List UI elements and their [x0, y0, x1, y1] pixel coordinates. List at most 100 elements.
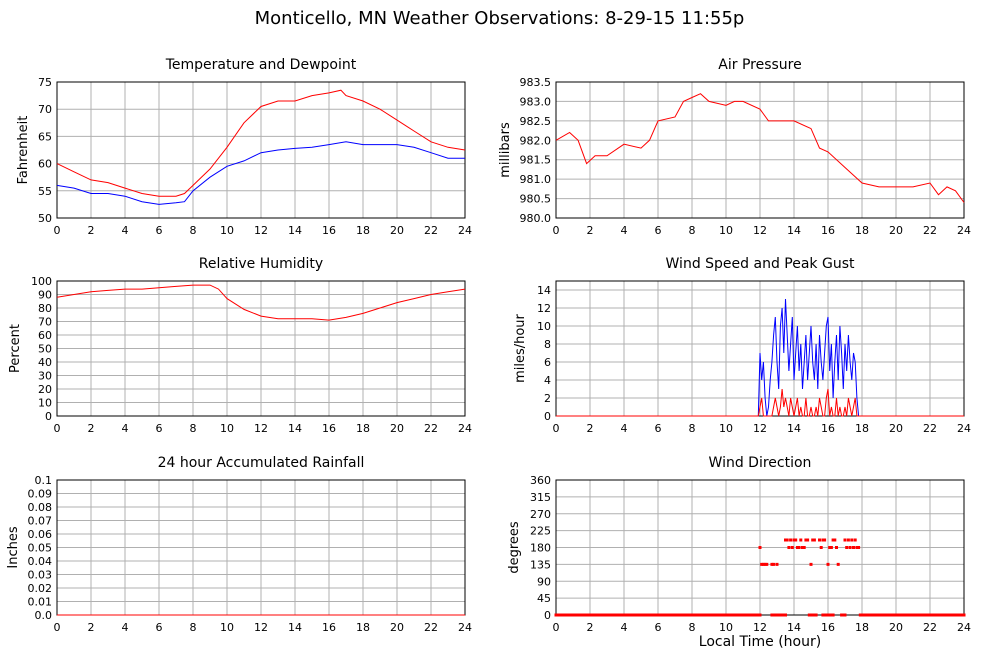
x-tick-label: 12	[254, 422, 268, 435]
x-tick-label: 22	[424, 224, 438, 237]
data-point	[809, 562, 813, 566]
x-tick-label: 2	[88, 621, 95, 634]
x-tick-label: 24	[957, 224, 971, 237]
data-point	[699, 613, 702, 617]
data-point	[743, 613, 747, 617]
x-tick-label: 24	[957, 621, 971, 634]
data-point	[678, 613, 682, 617]
data-point	[716, 613, 719, 617]
y-tick-label: 10	[38, 397, 52, 410]
x-tick-label: 20	[390, 621, 404, 634]
data-point	[831, 538, 835, 542]
data-point	[573, 613, 577, 617]
data-point	[659, 613, 663, 617]
data-point	[755, 613, 759, 617]
y-tick-label: 0.05	[28, 542, 53, 555]
data-point	[836, 562, 840, 566]
data-point	[872, 613, 876, 617]
data-point	[593, 613, 597, 617]
data-point	[631, 613, 634, 617]
data-point	[591, 613, 595, 617]
y-tick-label: 0.09	[28, 488, 53, 501]
chart-title: Temperature and Dewpoint	[165, 57, 357, 73]
data-point	[784, 538, 787, 542]
data-point	[778, 613, 782, 617]
data-point	[641, 613, 645, 617]
data-point	[627, 613, 631, 617]
x-tick-label: 0	[54, 621, 61, 634]
y-tick-label: 50	[38, 343, 52, 356]
data-point	[692, 613, 696, 617]
y-tick-label: 70	[38, 103, 52, 116]
y-tick-label: 30	[38, 370, 52, 383]
data-point	[704, 613, 708, 617]
page-title: Monticello, MN Weather Observations: 8-2…	[254, 8, 745, 29]
y-tick-label: 0.06	[28, 528, 53, 541]
chart-title: 24 hour Accumulated Rainfall	[158, 455, 365, 471]
data-point	[908, 613, 912, 617]
data-point	[819, 546, 823, 549]
x-tick-label: 14	[787, 224, 801, 237]
data-point	[744, 613, 748, 617]
data-point	[959, 613, 963, 617]
data-point	[855, 546, 859, 549]
y-tick-label: 225	[530, 525, 551, 538]
data-point	[909, 613, 913, 617]
x-tick-label: 12	[254, 621, 268, 634]
chart-title: Wind Speed and Peak Gust	[666, 256, 855, 272]
data-point	[693, 613, 697, 617]
y-tick-label: 982.0	[520, 134, 552, 147]
data-point	[561, 613, 565, 617]
data-point	[707, 613, 711, 617]
y-tick-label: 2	[544, 392, 551, 405]
data-point	[831, 613, 835, 617]
data-point	[828, 546, 832, 549]
x-tick-label: 4	[122, 621, 129, 634]
data-point	[663, 613, 667, 617]
y-tick-label: 981.5	[520, 154, 552, 167]
y-tick-label: 65	[38, 130, 52, 143]
x-tick-label: 16	[821, 422, 835, 435]
data-point	[879, 613, 883, 617]
data-point	[746, 613, 750, 617]
data-point	[860, 613, 864, 617]
data-point	[928, 613, 932, 617]
x-tick-label: 20	[889, 422, 903, 435]
x-tick-label: 18	[855, 422, 869, 435]
y-tick-label: 10	[537, 320, 551, 333]
data-point	[646, 613, 650, 617]
x-tick-label: 8	[190, 621, 197, 634]
data-point	[852, 546, 855, 549]
x-tick-label: 14	[787, 621, 801, 634]
data-point	[676, 613, 680, 617]
data-point	[668, 613, 672, 617]
data-point	[807, 613, 811, 617]
data-point	[921, 613, 925, 617]
data-point	[957, 613, 961, 617]
data-point	[721, 613, 725, 617]
x-tick-label: 6	[156, 224, 163, 237]
plot-frame	[555, 280, 965, 417]
data-point	[892, 613, 896, 617]
data-point	[955, 613, 959, 617]
data-point	[794, 538, 798, 542]
data-point	[598, 613, 602, 617]
data-point	[896, 613, 900, 617]
data-point	[828, 613, 832, 617]
data-point	[875, 613, 879, 617]
x-tick-label: 12	[753, 224, 767, 237]
data-point	[702, 613, 706, 617]
y-tick-label: 0.03	[28, 569, 53, 582]
data-point	[683, 613, 687, 617]
x-tick-label: 0	[54, 422, 61, 435]
data-point	[680, 613, 684, 617]
data-point	[758, 546, 762, 549]
data-point	[770, 613, 774, 617]
x-tick-label: 6	[156, 621, 163, 634]
x-tick-label: 6	[655, 224, 662, 237]
data-point	[882, 613, 886, 617]
y-tick-label: 980.0	[520, 212, 552, 225]
x-tick-label: 20	[889, 621, 903, 634]
data-point	[617, 613, 621, 617]
